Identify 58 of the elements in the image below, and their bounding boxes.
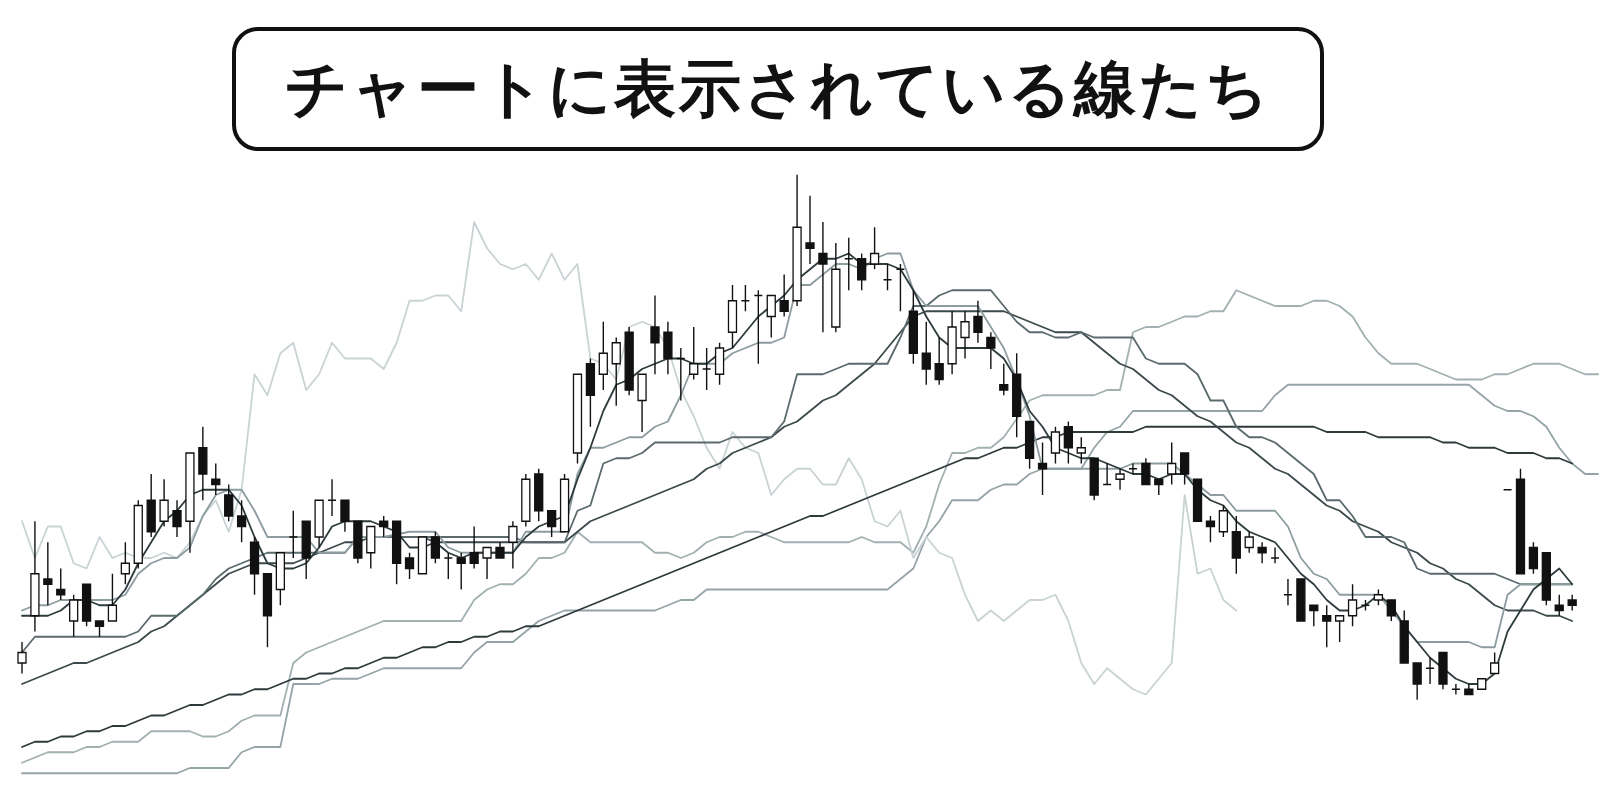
candlestick bbox=[973, 300, 983, 344]
candlestick bbox=[17, 641, 27, 675]
candlestick bbox=[236, 499, 247, 543]
candlestick bbox=[598, 321, 608, 391]
candlestick bbox=[1334, 615, 1345, 643]
candlestick bbox=[805, 195, 815, 265]
candlestick bbox=[1076, 436, 1086, 465]
candlestick bbox=[986, 331, 996, 370]
candlestick bbox=[379, 515, 389, 538]
candlestick bbox=[211, 462, 221, 496]
candlestick bbox=[1115, 468, 1125, 491]
candlestick bbox=[1179, 452, 1190, 486]
candlestick bbox=[172, 499, 182, 538]
candlestick bbox=[508, 520, 518, 570]
candlestick bbox=[1141, 457, 1151, 486]
candlestick bbox=[1528, 541, 1539, 575]
candlestick bbox=[404, 552, 415, 580]
candlestick bbox=[546, 510, 557, 538]
candlestick bbox=[43, 541, 53, 606]
candlestick bbox=[818, 221, 828, 333]
candlestick bbox=[1257, 541, 1267, 564]
candlestick bbox=[857, 252, 867, 291]
candlestick bbox=[611, 336, 621, 407]
candlestick bbox=[960, 310, 970, 360]
title-frame: チャートに表示されている線たち bbox=[232, 27, 1324, 151]
candlestick bbox=[1554, 594, 1564, 617]
candlestick bbox=[469, 525, 479, 570]
candlestick bbox=[224, 483, 234, 522]
candlestick bbox=[779, 273, 789, 318]
candlestick bbox=[934, 336, 944, 386]
candlestick bbox=[1490, 651, 1500, 675]
candlestick bbox=[482, 546, 492, 580]
candlestick bbox=[650, 294, 660, 375]
candlestick bbox=[1063, 420, 1074, 465]
candlestick bbox=[69, 594, 79, 638]
candlestick bbox=[869, 226, 880, 270]
candlestick bbox=[1050, 426, 1061, 465]
candlestick bbox=[1386, 599, 1396, 622]
candlestick bbox=[1322, 604, 1332, 648]
candlestick bbox=[340, 499, 350, 533]
candlestick bbox=[120, 541, 130, 585]
candlestick bbox=[921, 321, 931, 386]
candlestick bbox=[1244, 531, 1254, 554]
candlestick bbox=[1309, 604, 1319, 627]
candlestick bbox=[56, 567, 66, 601]
candlestick bbox=[766, 294, 776, 339]
candlestick bbox=[430, 531, 441, 564]
candlestick bbox=[1205, 515, 1216, 543]
candlestick bbox=[1167, 441, 1177, 486]
candlestick bbox=[107, 573, 118, 622]
candlestick bbox=[999, 363, 1009, 396]
candlestick bbox=[1347, 583, 1358, 627]
candlestick bbox=[159, 478, 169, 528]
candlestick bbox=[689, 326, 699, 381]
candlestick bbox=[1412, 662, 1422, 701]
candlestick bbox=[1218, 504, 1229, 538]
candlestick bbox=[1037, 441, 1048, 496]
candlestick bbox=[456, 552, 466, 591]
